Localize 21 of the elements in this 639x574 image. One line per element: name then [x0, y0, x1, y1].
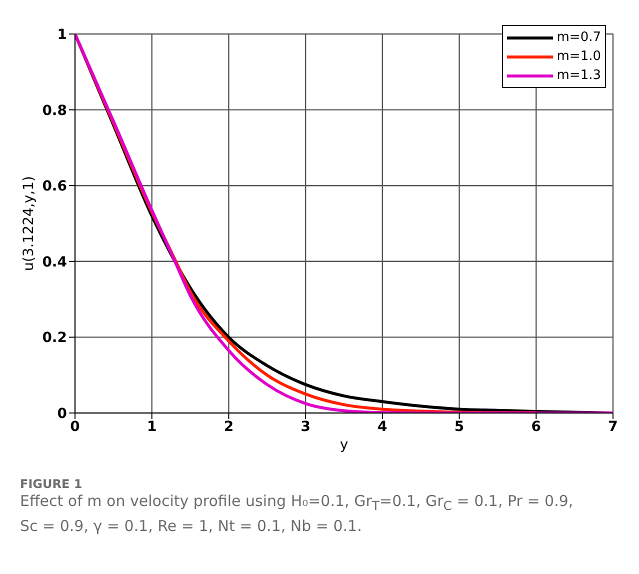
- x-tick-label: 1: [146, 418, 157, 435]
- x-tick-label: 5: [454, 418, 464, 435]
- x-tick-label: 2: [224, 418, 234, 435]
- y-tick-label: 0.8: [42, 102, 67, 119]
- y-tick-label: 0.4: [42, 254, 68, 270]
- y-axis-title: u(3.1224,y,1): [20, 176, 37, 271]
- x-tick-label: 4: [378, 418, 388, 435]
- y-tick-label: 1: [57, 26, 67, 43]
- x-tick-label: 3: [300, 418, 310, 435]
- legend-label: m=1.3: [556, 67, 601, 85]
- y-tick-label: 0.2: [42, 330, 67, 346]
- x-tick-label: 6: [531, 418, 542, 435]
- y-tick-label: 0: [57, 406, 68, 422]
- x-axis-title: y: [340, 437, 348, 453]
- caption: FIGURE 1: [20, 477, 84, 491]
- text: Effect of m on velocity profile using H₀=0.1, Gr$_{T}$=0.1, Gr$_{C}$ = 0.1, Pr = 0.9, Sc = 0.9, γ = 0.1, Re = 1, Nt = 0.1, Nb = 0.1.: [20, 492, 574, 535]
- x-tick-label: 0: [70, 418, 80, 435]
- x-tick-label: 7: [608, 418, 618, 435]
- y-tick-label: 0.6: [42, 178, 67, 195]
- legend-label: m=1.0: [556, 48, 601, 66]
- legend-label: m=0.7: [556, 29, 601, 47]
